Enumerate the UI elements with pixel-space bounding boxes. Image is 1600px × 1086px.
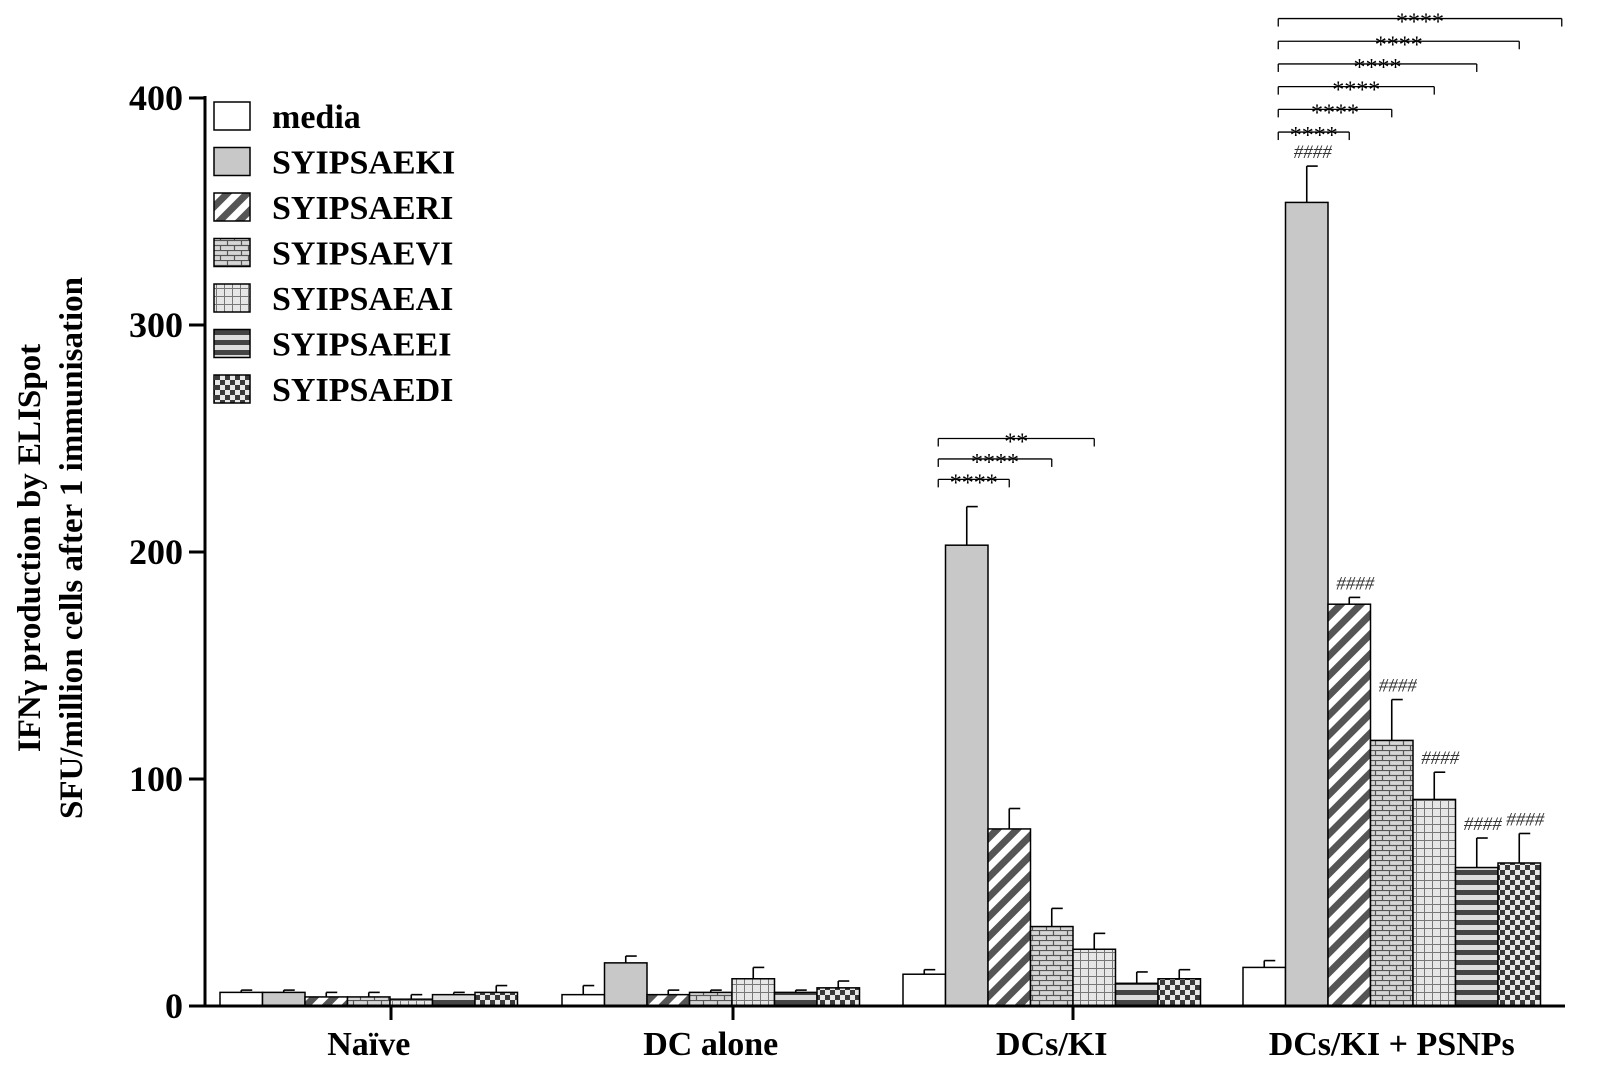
legend-swatch-SYIPSAERI (213, 192, 251, 222)
bar-SYIPSAEDI-Naïve (474, 991, 519, 1007)
bar-SYIPSAEAI-DC alone (731, 978, 776, 1007)
bar-SYIPSAERI-DCs/KI + PSNPs (1327, 603, 1372, 1007)
bar-media-Naïve (219, 991, 264, 1007)
legend-label-SYIPSAEDI: SYIPSAEDI (272, 372, 453, 409)
legend-label-media: media (272, 99, 361, 136)
bar-SYIPSAEEI-DCs/KI (1114, 982, 1159, 1007)
bar-SYIPSAERI-DCs/KI (987, 828, 1032, 1007)
legend-label-SYIPSAEAI: SYIPSAEAI (272, 281, 453, 318)
y-tick-label-300: 300 (129, 305, 183, 345)
bar-SYIPSAEEI-DC alone (773, 991, 818, 1007)
significance-label-4: **** (1311, 100, 1359, 126)
legend-label-SYIPSAEVI: SYIPSAEVI (272, 236, 453, 273)
legend-label-SYIPSAEKI: SYIPSAEKI (272, 145, 455, 182)
y-tick-label-400: 400 (129, 78, 183, 118)
x-category-label: DCs/KI + PSNPs (1269, 1026, 1515, 1063)
hash-annotation-1: #### (1336, 573, 1375, 594)
x-category-label: DCs/KI (996, 1026, 1107, 1063)
hash-annotation-4: #### (1464, 814, 1503, 835)
bar-media-DC alone (561, 993, 606, 1007)
legend-swatch-SYIPSAEKI (213, 146, 251, 177)
x-category-label: DC alone (643, 1026, 778, 1063)
legend-label-SYIPSAERI: SYIPSAERI (272, 190, 453, 227)
significance-label-6: **** (1354, 55, 1402, 81)
hash-annotation-2: #### (1379, 676, 1418, 697)
legend: media SYIPSAEKI SYIPSAERI SYIPSAEVI SYIPSAEA… (213, 99, 455, 409)
bar-SYIPSAEEI-Naïve (431, 993, 476, 1007)
bar-SYIPSAEVI-DCs/KI (1029, 925, 1074, 1007)
bar-SYIPSAEKI-Naïve (261, 991, 306, 1007)
bar-media-DCs/KI (902, 973, 947, 1007)
annotation-layer: **********************************######… (937, 10, 1563, 835)
legend-swatch-SYIPSAEVI (213, 237, 251, 268)
bar-SYIPSAEAI-DCs/KI + PSNPs (1412, 798, 1457, 1007)
bar-SYIPSAEAI-DCs/KI (1072, 948, 1117, 1007)
hash-annotation-5: #### (1506, 809, 1545, 830)
bar-SYIPSAEKI-DCs/KI + PSNPs (1284, 201, 1329, 1007)
y-axis-label-line-1: IFNγ production by ELISpot (12, 344, 48, 752)
legend-swatch-media (213, 101, 251, 131)
axes-layer: 0 100 200 300 400 Naïve DC alone DCs/KI DCs/KI +… (129, 78, 1565, 1063)
significance-label-2: ** (1004, 430, 1028, 456)
bar-SYIPSAERI-DC alone (646, 993, 691, 1007)
bar-SYIPSAEDI-DCs/KI (1157, 978, 1202, 1007)
bar-SYIPSAEKI-DC alone (603, 962, 648, 1007)
legend-label-SYIPSAEEI: SYIPSAEEI (272, 327, 452, 364)
y-tick-label-200: 200 (129, 532, 183, 572)
bar-SYIPSAEEI-DCs/KI + PSNPs (1454, 866, 1499, 1007)
legend-swatch-SYIPSAEEI (213, 328, 251, 359)
significance-label-0: **** (950, 470, 998, 496)
y-tick-label-0: 0 (165, 986, 183, 1026)
bar-SYIPSAEDI-DC alone (816, 987, 861, 1007)
bars-layer (219, 165, 1542, 1007)
y-axis-label: IFNγ production by ELISpot SFU/million ce… (12, 277, 90, 819)
significance-label-5: **** (1332, 78, 1380, 104)
significance-label-7: **** (1375, 32, 1423, 58)
bar-media-DCs/KI + PSNPs (1242, 966, 1287, 1007)
significance-label-8: **** (1396, 10, 1444, 36)
bar-SYIPSAEDI-DCs/KI + PSNPs (1497, 862, 1542, 1007)
y-axis-label-line-2: SFU/million cells after 1 immunisation (54, 277, 90, 819)
legend-swatch-SYIPSAEDI (213, 374, 251, 404)
significance-label-3: **** (1290, 123, 1338, 149)
y-tick-label-100: 100 (129, 759, 183, 799)
hash-annotation-3: #### (1421, 748, 1460, 769)
hash-annotation-0: #### (1294, 142, 1333, 163)
legend-swatch-SYIPSAEAI (213, 283, 251, 313)
bar-SYIPSAEVI-DCs/KI + PSNPs (1369, 739, 1414, 1007)
bar-SYIPSAEKI-DCs/KI (944, 544, 989, 1007)
significance-label-1: **** (971, 450, 1019, 476)
bar-SYIPSAEVI-DC alone (688, 991, 733, 1007)
x-category-label: Naïve (327, 1026, 410, 1063)
